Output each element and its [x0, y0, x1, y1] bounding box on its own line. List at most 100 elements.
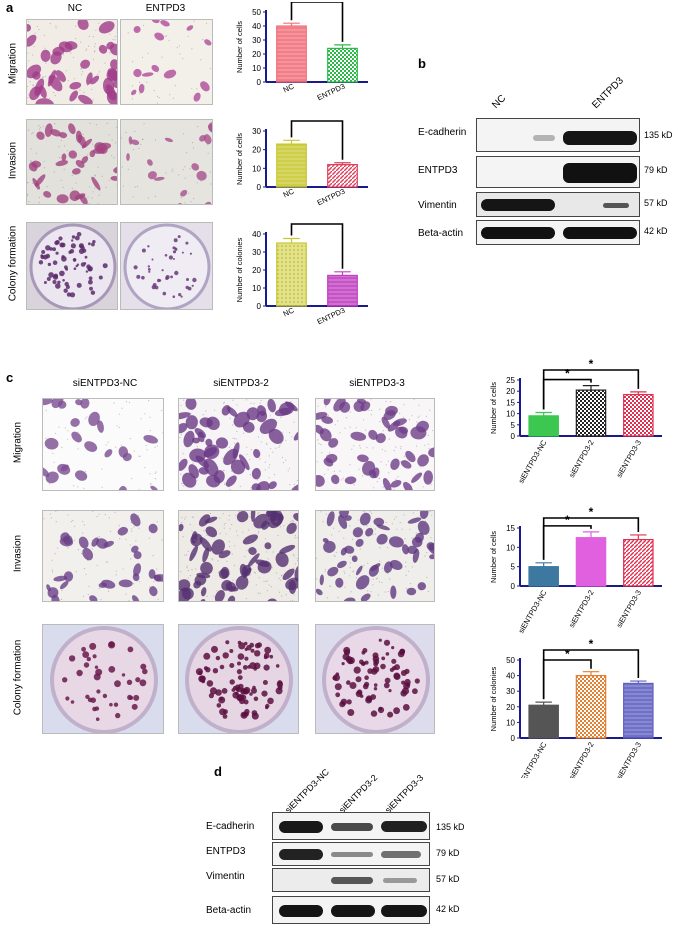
- chart-tick-label: 30: [252, 248, 261, 257]
- panel-c-row-colony: Colony formation: [12, 639, 24, 716]
- chart-tick-label: 10: [506, 718, 515, 727]
- chart-bar: [623, 538, 654, 587]
- chart-tick-label: 10: [252, 164, 261, 173]
- chart-significance-bracket: [542, 517, 640, 560]
- panel-a-row-colony: Colony formation: [7, 225, 19, 302]
- chart-significance-bracket: [542, 649, 640, 700]
- chart-tick-label: 40: [252, 230, 261, 239]
- chart-bar: [623, 682, 654, 739]
- micrograph-c-invasion-2: [178, 510, 299, 602]
- chart-category-label: siENTPD3-2: [567, 589, 596, 630]
- chart-significance-bracket: [290, 120, 344, 160]
- chart-tick-label: 0: [257, 183, 262, 192]
- chart-tick-label: 50: [252, 8, 261, 17]
- chart-significance-star: *: [565, 647, 570, 661]
- micrograph-c-invasion-nc: [42, 510, 164, 602]
- chart-category-label: ENTPD3: [316, 82, 347, 103]
- chart-tick-label: 15: [506, 398, 515, 407]
- panel-c-col-3: siENTPD3-3: [349, 378, 405, 389]
- chart-category-label: siENTPD3-NC: [516, 438, 548, 485]
- blot-d-betaactin: [272, 896, 430, 924]
- chart-category-label: siENTPD3-3: [614, 439, 643, 480]
- panel-d-lane-nc: siENTPD3-NC: [282, 766, 332, 815]
- panel-b-kd: 79 kD: [644, 165, 668, 175]
- chart-category-label: siENTPD3-3: [614, 741, 643, 779]
- chart-ylabel: Number of cells: [235, 21, 244, 73]
- blot-d-entpd3: [272, 842, 430, 866]
- chart-c-colony: 0 10 20 30 40 50 Number of colonies siENTPD3-NC…: [489, 638, 662, 779]
- panel-b-blot-label: E-cadherin: [418, 127, 467, 138]
- panel-b-kd: 57 kD: [644, 198, 668, 208]
- chart-ylabel: Number of cells: [235, 133, 244, 185]
- chart-significance-bracket: [290, 223, 344, 269]
- chart-significance-star: *: [565, 367, 570, 381]
- panel-b-kd: 135 kD: [644, 130, 673, 140]
- chart-tick-label: 20: [252, 146, 261, 155]
- chart-ylabel: Number of colonies: [235, 237, 244, 302]
- chart-bar: [327, 274, 358, 307]
- chart-category-label: ENTPD3: [316, 306, 347, 327]
- panel-d-blot-label: E-cadherin: [206, 821, 255, 832]
- panel-a-row-invasion: Invasion: [7, 141, 19, 180]
- panel-a-col-entpd3: ENTPD3: [145, 3, 186, 14]
- chart-bar: [327, 47, 358, 83]
- chart-bar: [276, 143, 307, 188]
- chart-tick-label: 15: [506, 524, 515, 533]
- panel-c-row-invasion: Invasion: [12, 534, 24, 573]
- chart-category-label: NC: [282, 81, 296, 94]
- micrograph-c-migration-2: [178, 398, 299, 491]
- panel-d-kd: 42 kD: [436, 904, 460, 914]
- micrograph-c-colony-3: [315, 624, 435, 734]
- panel-c-row-migration: Migration: [12, 421, 24, 464]
- chart-bar: [528, 566, 559, 587]
- panel-b-blot-label: Vimentin: [418, 200, 457, 211]
- blot-d-vimentin: [272, 868, 430, 892]
- micrograph-c-colony-2: [178, 624, 299, 734]
- chart-tick-label: 20: [252, 50, 261, 59]
- panel-d-kd: 57 kD: [436, 874, 460, 884]
- chart-tick-label: 20: [506, 703, 515, 712]
- chart-significance-bracket: [290, 2, 344, 42]
- chart-category-label: NC: [282, 305, 296, 318]
- panel-d-kd: 79 kD: [436, 848, 460, 858]
- chart-category-label: siENTPD3-3: [614, 589, 643, 630]
- panel-d-blot-label: Beta-actin: [206, 905, 252, 916]
- chart-tick-label: 0: [257, 78, 262, 87]
- chart-bar: [528, 415, 559, 437]
- chart-ylabel: Number of cells: [489, 382, 498, 434]
- chart-tick-label: 5: [511, 421, 516, 430]
- chart-tick-label: 40: [252, 22, 261, 31]
- chart-significance-star: *: [589, 638, 594, 651]
- chart-significance-star: *: [315, 220, 320, 225]
- chart-a-colony: 0 10 20 30 40 Number of colonies NC ENTPD3 *: [235, 220, 368, 327]
- blot-b-ecadherin: [476, 118, 640, 152]
- blot-b-entpd3: [476, 156, 640, 188]
- chart-a-invasion: 0 10 20 30 Number of cells NC ENTPD3 *: [235, 115, 368, 208]
- chart-bar: [623, 393, 654, 437]
- panel-b-lane-entpd3: ENTPD3: [590, 75, 626, 111]
- panel-b-lane-nc: NC: [490, 93, 509, 111]
- chart-tick-label: 10: [252, 284, 261, 293]
- chart-tick-label: 50: [506, 656, 515, 665]
- micrograph-a-migration-nc: [26, 19, 118, 105]
- chart-ylabel: Number of cells: [489, 531, 498, 583]
- chart-bar: [575, 537, 607, 587]
- micrograph-c-colony-nc: [42, 624, 164, 734]
- chart-tick-label: 30: [252, 36, 261, 45]
- panel-b-kd: 42 kD: [644, 226, 668, 236]
- chart-bar: [528, 704, 559, 739]
- micrograph-c-migration-nc: [42, 398, 164, 491]
- micrograph-a-invasion-entpd3: [120, 119, 213, 205]
- chart-bar: [575, 389, 607, 437]
- chart-category-label: siENTPD3-2: [567, 741, 596, 779]
- micrograph-a-migration-entpd3: [120, 19, 213, 105]
- panel-c-label: c: [6, 370, 14, 385]
- panel-d-lane-2: siENTPD3-2: [336, 772, 380, 815]
- panel-d-label: d: [214, 764, 222, 779]
- chart-bar: [276, 242, 307, 307]
- panel-b-blot-label: ENTPD3: [418, 165, 458, 176]
- chart-c-migration: 0 5 10 15 20 25 Number of cells siENTPD3-NC siEN…: [489, 358, 662, 485]
- chart-bar: [327, 163, 358, 188]
- chart-category-label: ENTPD3: [316, 187, 347, 208]
- panel-d-lane-3: siENTPD3-3: [382, 772, 426, 815]
